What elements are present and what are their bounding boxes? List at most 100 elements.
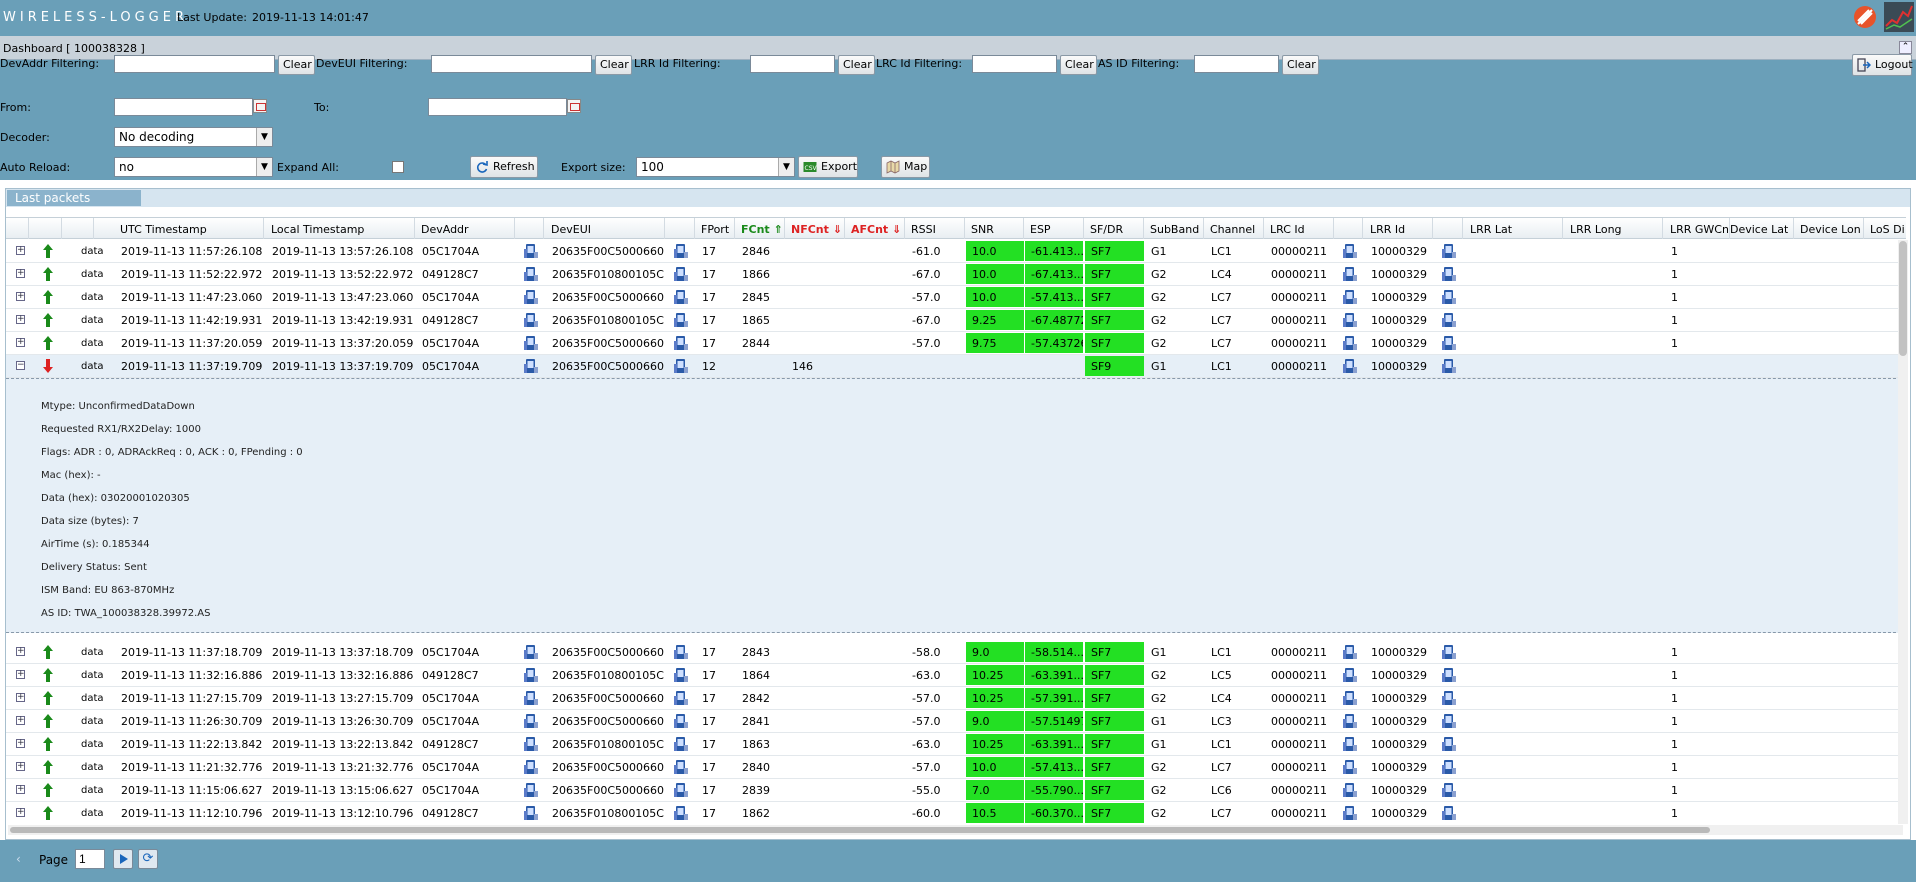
asid-filter-input[interactable] [1194, 55, 1279, 73]
lrc-info-icon[interactable] [1342, 713, 1358, 729]
to-calendar-icon[interactable] [567, 99, 581, 113]
device-info-icon[interactable] [523, 690, 539, 706]
map-button[interactable]: Map [881, 156, 930, 178]
device-info-icon[interactable] [673, 312, 689, 328]
deveui-clear-button[interactable]: Clear [595, 55, 632, 75]
device-info-icon[interactable] [523, 289, 539, 305]
lrr-info-icon[interactable] [1441, 358, 1457, 374]
lrc-info-icon[interactable] [1342, 358, 1358, 374]
lrc-info-icon[interactable] [1342, 335, 1358, 351]
horizontal-scrollbar[interactable] [8, 825, 1903, 835]
col-deveui[interactable]: DevEUI [551, 223, 591, 236]
device-info-icon[interactable] [673, 644, 689, 660]
lrr-info-icon[interactable] [1441, 335, 1457, 351]
expand-row-icon[interactable]: + [16, 268, 25, 278]
lrc-info-icon[interactable] [1342, 690, 1358, 706]
expand-row-icon[interactable]: + [16, 784, 25, 794]
device-info-icon[interactable] [673, 805, 689, 821]
page-number-input[interactable] [75, 849, 105, 869]
expand-row-icon[interactable]: + [16, 337, 25, 347]
device-info-icon[interactable] [523, 782, 539, 798]
deveui-filter-input[interactable] [431, 55, 592, 73]
to-date-input[interactable] [428, 98, 567, 116]
col-afcnt[interactable]: AFCnt ⇓ [851, 223, 902, 236]
lrr-info-icon[interactable] [1441, 644, 1457, 660]
device-info-icon[interactable] [523, 644, 539, 660]
col-lrc-id[interactable]: LRC Id [1270, 223, 1305, 236]
col-device-lat[interactable]: Device Lat [1730, 223, 1789, 236]
devaddr-clear-button[interactable]: Clear [278, 55, 315, 75]
lrc-info-icon[interactable] [1342, 736, 1358, 752]
lrc-info-icon[interactable] [1342, 805, 1358, 821]
lrr-info-icon[interactable] [1441, 736, 1457, 752]
table-row[interactable]: + data 2019-11-13 11:42:19.931 2019-11-13 1… [6, 309, 1906, 332]
table-row[interactable]: + data 2019-11-13 11:47:23.060 2019-11-13 1… [6, 286, 1906, 309]
device-info-icon[interactable] [523, 667, 539, 683]
vertical-scrollbar[interactable] [1898, 240, 1908, 824]
from-date-input[interactable] [114, 98, 253, 116]
col-fport[interactable]: FPort [701, 223, 730, 236]
lrr-clear-button[interactable]: Clear [838, 55, 875, 75]
table-row[interactable]: + data 2019-11-13 11:37:20.059 2019-11-13 1… [6, 332, 1906, 355]
device-info-icon[interactable] [523, 358, 539, 374]
device-info-icon[interactable] [523, 243, 539, 259]
device-info-icon[interactable] [673, 358, 689, 374]
lrr-info-icon[interactable] [1441, 667, 1457, 683]
expand-row-icon[interactable]: + [16, 692, 25, 702]
from-calendar-icon[interactable] [253, 99, 267, 113]
expand-row-icon[interactable]: + [16, 761, 25, 771]
device-info-icon[interactable] [523, 805, 539, 821]
table-row[interactable]: + data 2019-11-13 11:27:15.709 2019-11-13 1… [6, 687, 1906, 710]
device-info-icon[interactable] [673, 667, 689, 683]
device-info-icon[interactable] [523, 713, 539, 729]
lrc-info-icon[interactable] [1342, 644, 1358, 660]
col-nfcnt[interactable]: NFCnt ⇓ [791, 223, 842, 236]
lrr-filter-input[interactable] [750, 55, 835, 73]
expand-row-icon[interactable]: + [16, 669, 25, 679]
table-row[interactable]: + data 2019-11-13 11:26:30.709 2019-11-13 1… [6, 710, 1906, 733]
asid-clear-button[interactable]: Clear [1282, 55, 1319, 75]
device-info-icon[interactable] [523, 736, 539, 752]
expand-row-icon[interactable]: + [16, 314, 25, 324]
table-row[interactable]: + data 2019-11-13 11:22:13.842 2019-11-13 1… [6, 733, 1906, 756]
device-info-icon[interactable] [673, 266, 689, 282]
expand-row-icon[interactable]: + [16, 715, 25, 725]
lrr-info-icon[interactable] [1441, 782, 1457, 798]
decoder-select[interactable]: No decoding ▼ [114, 127, 273, 147]
device-info-icon[interactable] [673, 736, 689, 752]
horizontal-scroll-thumb[interactable] [10, 827, 1710, 833]
col-subband[interactable]: SubBand [1150, 223, 1200, 236]
vertical-scroll-thumb[interactable] [1899, 241, 1907, 356]
lrc-info-icon[interactable] [1342, 289, 1358, 305]
col-fcnt[interactable]: FCnt ⇑ [741, 223, 783, 236]
device-info-icon[interactable] [523, 335, 539, 351]
expand-row-icon[interactable]: + [16, 245, 25, 255]
col-devaddr[interactable]: DevAddr [421, 223, 469, 236]
table-row[interactable]: + data 2019-11-13 11:15:06.627 2019-11-13 1… [6, 779, 1906, 802]
col-local-timestamp[interactable]: Local Timestamp [271, 223, 365, 236]
lrr-info-icon[interactable] [1441, 759, 1457, 775]
exportsize-select[interactable]: 100 ▼ [636, 157, 795, 177]
device-info-icon[interactable] [673, 289, 689, 305]
table-row[interactable]: + data 2019-11-13 11:32:16.886 2019-11-13 1… [6, 664, 1906, 687]
lrr-info-icon[interactable] [1441, 690, 1457, 706]
device-info-icon[interactable] [673, 335, 689, 351]
expand-row-icon[interactable]: + [16, 738, 25, 748]
collapse-row-icon[interactable]: − [16, 360, 25, 370]
device-info-icon[interactable] [523, 759, 539, 775]
col-device-lon[interactable]: Device Lon [1800, 223, 1861, 236]
table-row[interactable]: + data 2019-11-13 11:12:10.796 2019-11-13 1… [6, 802, 1906, 824]
device-info-icon[interactable] [673, 243, 689, 259]
collapse-panel-button[interactable]: ⌃ [1899, 41, 1912, 54]
lrc-info-icon[interactable] [1342, 243, 1358, 259]
devaddr-filter-input[interactable] [114, 55, 275, 73]
table-row[interactable]: + data 2019-11-13 11:52:22.972 2019-11-13 1… [6, 263, 1906, 286]
lrc-clear-button[interactable]: Clear [1060, 55, 1097, 75]
table-row[interactable]: − data 2019-11-13 11:37:19.709 2019-11-13 1… [6, 355, 1906, 378]
next-page-button[interactable] [113, 849, 133, 869]
device-info-icon[interactable] [673, 713, 689, 729]
reload-page-button[interactable]: ⟳ [138, 849, 158, 869]
lrc-info-icon[interactable] [1342, 266, 1358, 282]
lrc-info-icon[interactable] [1342, 759, 1358, 775]
autoreload-select[interactable]: no ▼ [114, 157, 273, 177]
